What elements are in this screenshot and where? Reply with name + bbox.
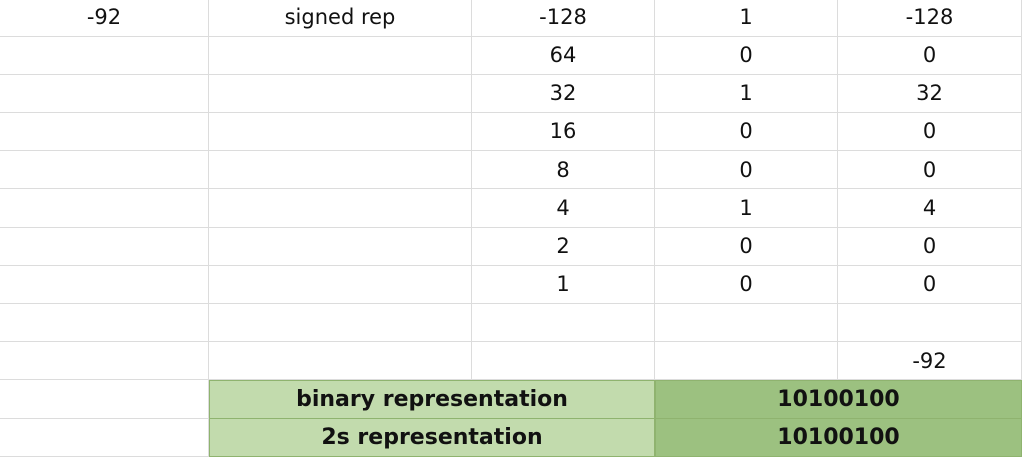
twos-representation-value[interactable]: 10100100	[655, 418, 1022, 457]
cell-r2-c3[interactable]: 64	[472, 36, 655, 75]
cell-r2-c5[interactable]: 0	[838, 36, 1022, 75]
cell-r7-c2[interactable]	[209, 227, 472, 266]
cell-r10-c3[interactable]	[472, 341, 655, 381]
cell-r2-c4[interactable]: 0	[655, 36, 838, 75]
cell-r5-c4[interactable]: 0	[655, 150, 838, 190]
cell-r10-c4[interactable]	[655, 341, 838, 381]
cell-r5-c2[interactable]	[209, 150, 472, 190]
cell-r6-c5[interactable]: 4	[838, 189, 1022, 228]
cell-r4-c3[interactable]: 16	[472, 112, 655, 152]
cell-r3-c5[interactable]: 32	[838, 74, 1022, 114]
twos-representation-label[interactable]: 2s representation	[209, 418, 655, 457]
cell-r1-c1[interactable]: -92	[0, 0, 209, 37]
cell-r3-c3[interactable]: 32	[472, 74, 655, 114]
cell-r9-c5[interactable]	[838, 303, 1022, 343]
binary-representation-label[interactable]: binary representation	[209, 380, 655, 419]
cell-r6-c3[interactable]: 4	[472, 189, 655, 228]
cell-r3-c1[interactable]	[0, 74, 209, 114]
cell-r1-c5[interactable]: -128	[838, 0, 1022, 37]
cell-r9-c4[interactable]	[655, 303, 838, 343]
cell-r3-c4[interactable]: 1	[655, 74, 838, 114]
cell-r7-c1[interactable]	[0, 227, 209, 266]
cell-r5-c3[interactable]: 8	[472, 150, 655, 190]
cell-r10-c5[interactable]: -92	[838, 341, 1022, 381]
cell-r8-c1[interactable]	[0, 265, 209, 305]
binary-representation-value[interactable]: 10100100	[655, 380, 1022, 419]
cell-r7-c3[interactable]: 2	[472, 227, 655, 266]
cell-r4-c1[interactable]	[0, 112, 209, 152]
cell-r10-c2[interactable]	[209, 341, 472, 381]
cell-r9-c3[interactable]	[472, 303, 655, 343]
cell-r7-c4[interactable]: 0	[655, 227, 838, 266]
cell-r6-c1[interactable]	[0, 189, 209, 228]
cell-r4-c5[interactable]: 0	[838, 112, 1022, 152]
cell-r7-c5[interactable]: 0	[838, 227, 1022, 266]
cell-r12-c1[interactable]	[0, 418, 209, 457]
cell-r8-c2[interactable]	[209, 265, 472, 305]
cell-r1-c2[interactable]: signed rep	[209, 0, 472, 37]
cell-r8-c5[interactable]: 0	[838, 265, 1022, 305]
cell-r9-c1[interactable]	[0, 303, 209, 343]
cell-r4-c2[interactable]	[209, 112, 472, 152]
cell-r11-c1[interactable]	[0, 380, 209, 419]
cell-r5-c5[interactable]: 0	[838, 150, 1022, 190]
cell-r6-c2[interactable]	[209, 189, 472, 228]
cell-r2-c1[interactable]	[0, 36, 209, 75]
cell-r9-c2[interactable]	[209, 303, 472, 343]
cell-r10-c1[interactable]	[0, 341, 209, 381]
cell-r8-c3[interactable]: 1	[472, 265, 655, 305]
cell-r8-c4[interactable]: 0	[655, 265, 838, 305]
cell-r1-c3[interactable]: -128	[472, 0, 655, 37]
cell-r6-c4[interactable]: 1	[655, 189, 838, 228]
cell-r2-c2[interactable]	[209, 36, 472, 75]
cell-r4-c4[interactable]: 0	[655, 112, 838, 152]
cell-r3-c2[interactable]	[209, 74, 472, 114]
cell-r5-c1[interactable]	[0, 150, 209, 190]
cell-r1-c4[interactable]: 1	[655, 0, 838, 37]
